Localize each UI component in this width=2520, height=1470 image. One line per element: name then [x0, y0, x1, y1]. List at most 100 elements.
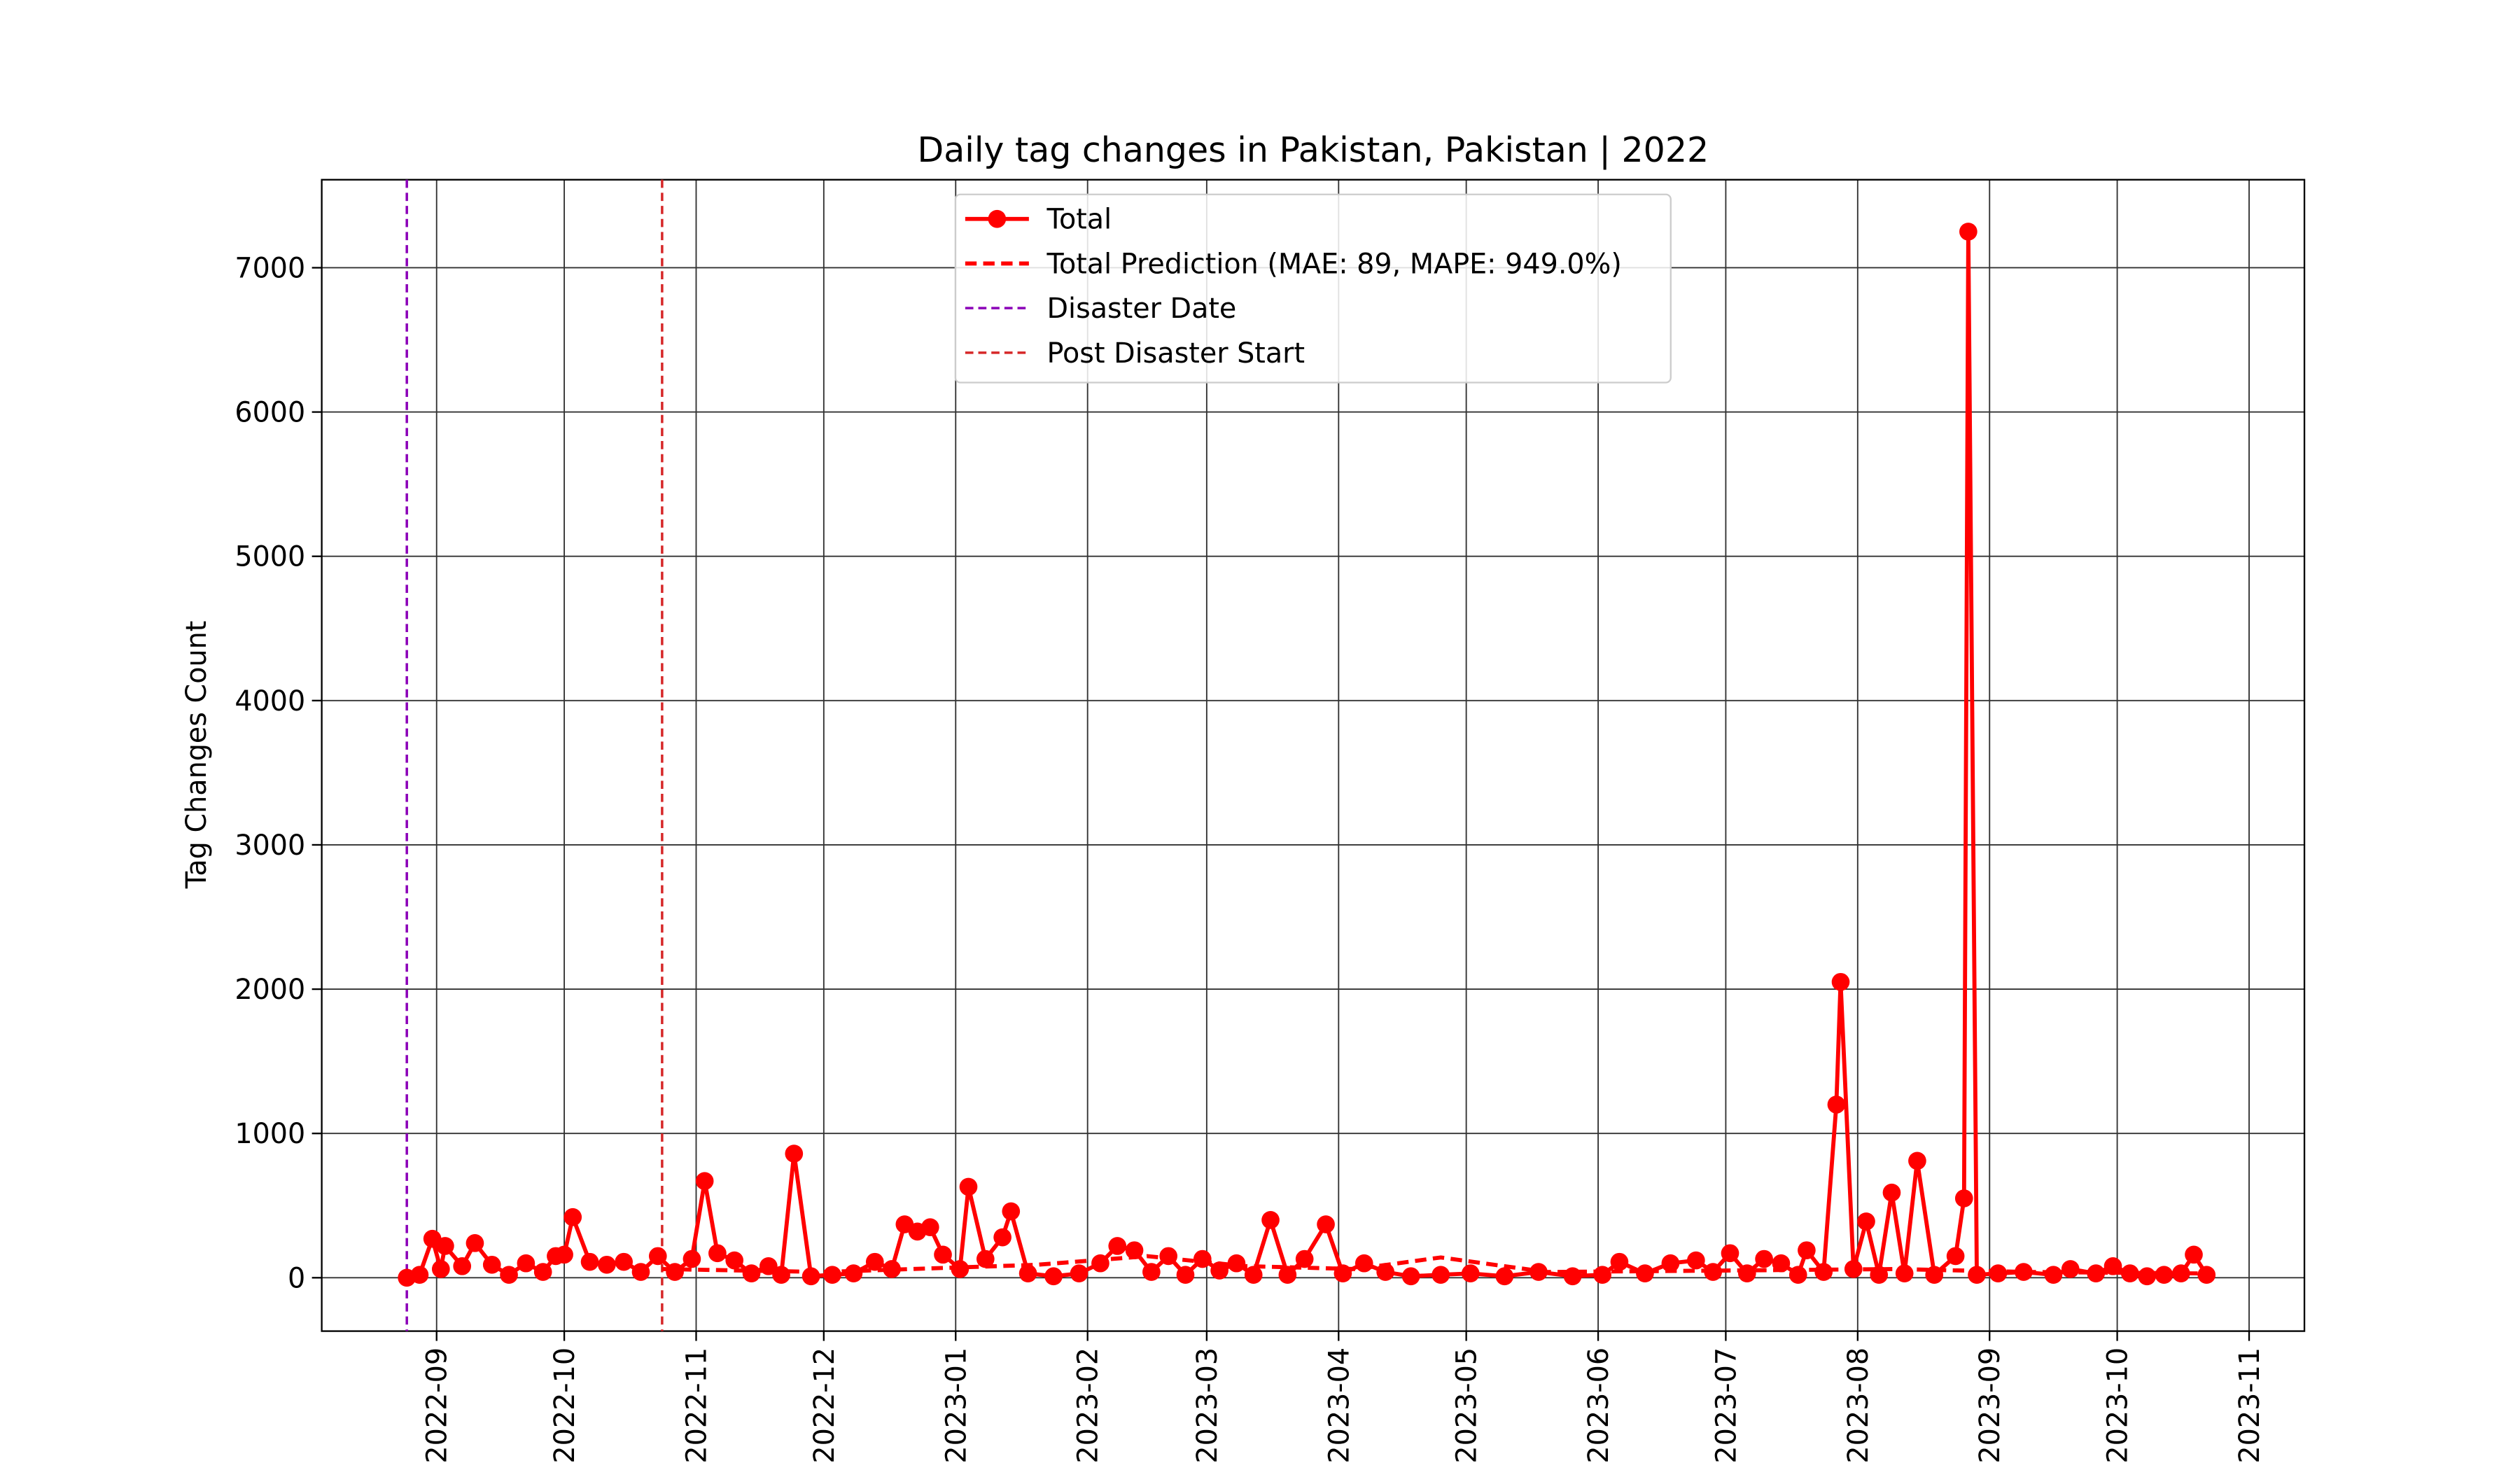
y-tick-label: 4000: [234, 685, 305, 718]
y-tick-label: 2000: [234, 974, 305, 1006]
data-point: [1176, 1266, 1195, 1284]
data-point: [1108, 1237, 1127, 1255]
x-tick-label: 2022-11: [680, 1348, 713, 1464]
data-point: [1831, 972, 1850, 991]
data-point: [2104, 1257, 2122, 1275]
data-point: [1968, 1266, 1986, 1284]
data-point: [1772, 1254, 1791, 1273]
data-point: [564, 1208, 582, 1226]
legend-label: Total Prediction (MAE: 89, MAPE: 949.0%): [1046, 248, 1622, 280]
data-point: [708, 1244, 727, 1263]
data-point: [2087, 1264, 2106, 1282]
y-tick-label: 0: [288, 1262, 305, 1294]
data-point: [1827, 1096, 1846, 1114]
data-point: [742, 1264, 761, 1282]
data-point: [1704, 1263, 1723, 1281]
data-point: [1946, 1247, 1965, 1266]
data-point: [517, 1254, 536, 1273]
data-point: [1495, 1267, 1514, 1286]
data-point: [615, 1252, 634, 1271]
data-point: [1461, 1264, 1480, 1282]
data-point: [1636, 1264, 1654, 1282]
data-point: [865, 1252, 884, 1271]
data-point: [1070, 1264, 1088, 1282]
chart-title: Daily tag changes in Pakistan, Pakistan …: [917, 130, 1709, 170]
data-point: [682, 1250, 701, 1268]
x-tick-label: 2023-02: [1072, 1348, 1105, 1464]
x-tick-label: 2023-11: [2234, 1348, 2266, 1464]
data-point: [555, 1245, 573, 1264]
x-tick-label: 2023-07: [1710, 1348, 1742, 1464]
data-point: [1687, 1251, 1705, 1270]
x-tick-label: 2023-05: [1451, 1348, 1483, 1464]
data-point: [1954, 1189, 1973, 1208]
data-point: [436, 1237, 454, 1255]
plot-frame: [321, 178, 2306, 1332]
data-point: [2061, 1260, 2080, 1278]
data-point: [1814, 1263, 1833, 1281]
data-point: [1593, 1266, 1611, 1284]
data-point: [1159, 1247, 1178, 1266]
data-point: [1044, 1267, 1063, 1286]
data-point: [1959, 223, 1977, 241]
data-point: [2120, 1264, 2139, 1282]
data-point: [533, 1263, 552, 1281]
x-tick-label: 2023-04: [1323, 1348, 1355, 1464]
data-point: [1755, 1250, 1773, 1268]
data-point: [1432, 1266, 1450, 1284]
data-point: [1244, 1266, 1263, 1284]
data-point: [1610, 1252, 1629, 1271]
legend-label: Total: [1046, 204, 1112, 236]
x-tick-label: 2023-06: [1583, 1348, 1615, 1464]
data-point: [1857, 1212, 1875, 1231]
data-point: [1317, 1215, 1335, 1233]
data-point: [976, 1250, 995, 1268]
data-point: [1721, 1244, 1740, 1263]
y-tick-label: 3000: [234, 830, 305, 862]
data-point: [2171, 1264, 2190, 1282]
data-point: [2155, 1266, 2174, 1284]
data-point: [993, 1228, 1011, 1247]
data-point: [1661, 1254, 1680, 1273]
data-point: [2044, 1266, 2063, 1284]
data-point: [1401, 1267, 1420, 1286]
data-point: [1530, 1263, 1548, 1281]
data-point: [500, 1266, 518, 1284]
legend-box: [954, 193, 1672, 384]
data-point: [482, 1255, 501, 1274]
x-tick-label: 2023-01: [940, 1348, 972, 1464]
data-point: [410, 1266, 429, 1284]
data-point: [1002, 1202, 1021, 1221]
data-point: [1882, 1183, 1901, 1202]
data-point: [1908, 1152, 1926, 1170]
data-point: [648, 1247, 667, 1266]
data-point: [785, 1144, 804, 1163]
x-tick-label: 2022-09: [421, 1348, 454, 1464]
data-point: [725, 1251, 744, 1270]
legend-label: Disaster Date: [1047, 293, 1237, 325]
y-tick-label: 1000: [234, 1118, 305, 1150]
data-point: [598, 1255, 616, 1274]
x-tick-label: 2022-12: [808, 1348, 841, 1464]
legend-label: Post Disaster Start: [1047, 337, 1306, 370]
x-tick-label: 2023-10: [2102, 1348, 2134, 1464]
data-point: [1737, 1264, 1756, 1282]
y-tick-label: 6000: [234, 397, 305, 429]
x-tick-label: 2023-08: [1842, 1348, 1875, 1464]
legend-marker: [988, 209, 1007, 228]
data-point: [959, 1177, 978, 1196]
x-tick-label: 2023-03: [1191, 1348, 1224, 1464]
series-line: [406, 230, 2208, 1280]
data-point: [1193, 1250, 1212, 1268]
data-point: [695, 1172, 714, 1191]
y-tick-label: 7000: [234, 252, 305, 284]
data-point: [1295, 1250, 1314, 1268]
data-point: [844, 1264, 863, 1282]
data-point: [1091, 1254, 1110, 1273]
x-tick-label: 2022-10: [549, 1348, 581, 1464]
series-line: [662, 1254, 2207, 1276]
y-tick-label: 5000: [234, 541, 305, 573]
data-point: [1018, 1264, 1037, 1282]
data-point: [1261, 1211, 1280, 1229]
